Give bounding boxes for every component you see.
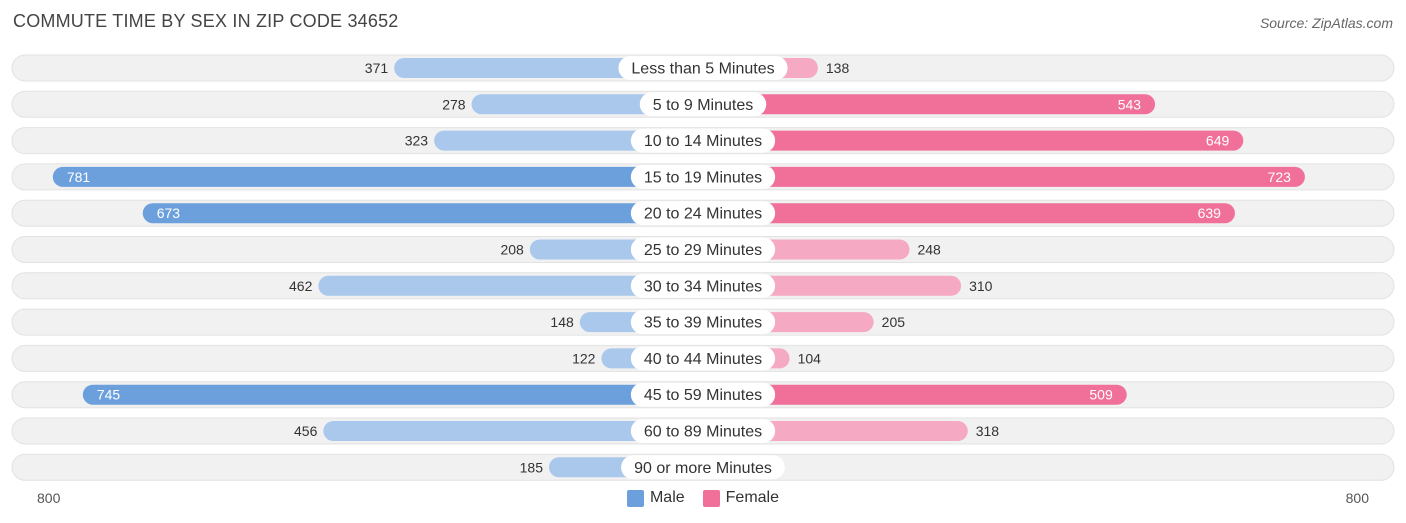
legend-item-male: Male [626, 489, 685, 507]
bar-row: 278 543 5 to 9 Minutes [11, 90, 1395, 118]
bar-row: 781 723 15 to 19 Minutes [11, 163, 1395, 191]
axis-label-right: 800 [1346, 490, 1370, 506]
bar-row: 371 138 Less than 5 Minutes [11, 54, 1395, 82]
category-pill [630, 128, 776, 153]
female-value-label: 649 [1206, 133, 1230, 149]
category-label: 60 to 89 Minutes [644, 424, 762, 441]
male-value-label: 278 [442, 96, 466, 112]
female-bar [703, 130, 1244, 151]
female-value-label: 509 [1089, 387, 1113, 403]
female-value-label: 138 [826, 60, 850, 76]
male-bar [323, 421, 703, 441]
female-value-label: 318 [976, 423, 1000, 439]
male-value-label: 745 [97, 387, 121, 403]
category-label: 90 or more Minutes [634, 460, 772, 477]
category-pill [639, 92, 767, 117]
female-value-label: 639 [1198, 205, 1222, 221]
female-value-label: 248 [917, 242, 941, 258]
male-bar [318, 275, 703, 296]
male-bar [142, 203, 704, 224]
female-value-label: 723 [1268, 169, 1292, 185]
legend-label-male: Male [649, 489, 685, 506]
category-label: 30 to 34 Minutes [644, 278, 762, 295]
category-pill [630, 419, 776, 443]
category-pill [630, 201, 776, 226]
category-label: 25 to 29 Minutes [644, 242, 762, 259]
category-pill [618, 56, 788, 80]
bar-row: 122 104 40 to 44 Minutes [11, 344, 1395, 372]
bar-row: 148 205 35 to 39 Minutes [11, 308, 1395, 336]
male-value-label: 208 [500, 242, 524, 258]
female-bar [703, 166, 1305, 187]
female-value-label: 205 [882, 314, 906, 330]
female-bar [703, 203, 1235, 224]
category-label: 45 to 59 Minutes [644, 387, 762, 404]
chart-title: COMMUTE TIME BY SEX IN ZIP CODE 34652 [13, 11, 399, 31]
category-label: 35 to 39 Minutes [644, 315, 762, 332]
male-bar [52, 166, 703, 187]
bar-row: 745 509 45 to 59 Minutes [11, 381, 1395, 409]
category-label: 15 to 19 Minutes [644, 169, 762, 186]
category-pill [630, 273, 776, 298]
legend-item-female: Female [702, 489, 780, 507]
female-bar [703, 384, 1127, 405]
male-value-label: 185 [520, 459, 544, 475]
category-label: Less than 5 Minutes [631, 61, 774, 78]
category-pill [630, 382, 776, 407]
category-pill [630, 310, 776, 335]
bar-row: 1853490 or more Minutes [11, 453, 1395, 481]
female-value-label: 310 [969, 278, 993, 294]
male-value-label: 456 [294, 423, 318, 439]
legend: Male Female [0, 489, 1406, 507]
category-label: 40 to 44 Minutes [644, 351, 762, 368]
category-pill [630, 164, 776, 189]
category-pill [630, 346, 776, 371]
male-value-label: 673 [157, 205, 181, 221]
male-value-label: 371 [365, 60, 389, 76]
category-pill [630, 237, 776, 262]
male-value-label: 781 [67, 169, 91, 185]
male-bar [82, 384, 704, 405]
female-bar [703, 94, 1156, 115]
male-value-label: 122 [572, 350, 596, 366]
category-pill [621, 455, 785, 480]
category-label: 20 to 24 Minutes [644, 206, 762, 223]
bar-row: 323 649 10 to 14 Minutes [11, 127, 1395, 155]
bar-row: 462 310 30 to 34 Minutes [11, 272, 1395, 300]
bar-row: 673 639 20 to 24 Minutes [11, 199, 1395, 227]
male-value-label: 462 [289, 278, 313, 294]
legend-label-female: Female [725, 489, 780, 506]
female-value-label: 104 [798, 350, 822, 366]
legend-swatch-female [702, 489, 720, 507]
male-value-label: 148 [550, 314, 574, 330]
male-value-label: 323 [405, 133, 429, 149]
legend-swatch-male [626, 489, 644, 507]
axis-label-left: 800 [37, 490, 61, 506]
category-label: 5 to 9 Minutes [653, 97, 754, 114]
bar-row: 208 248 25 to 29 Minutes [11, 236, 1395, 263]
source-label: Source: ZipAtlas.com [1259, 15, 1393, 31]
category-label: 10 to 14 Minutes [644, 133, 762, 150]
bar-row: 456 318 60 to 89 Minutes [11, 417, 1395, 445]
female-value-label: 543 [1118, 96, 1142, 112]
